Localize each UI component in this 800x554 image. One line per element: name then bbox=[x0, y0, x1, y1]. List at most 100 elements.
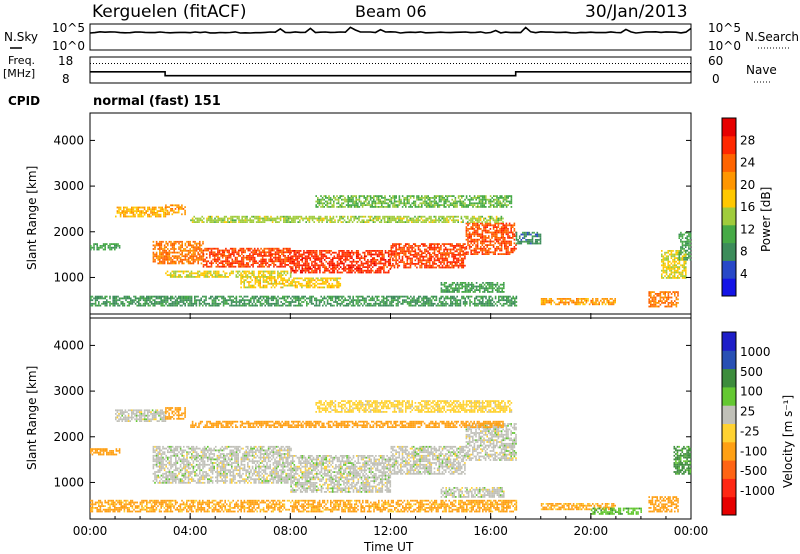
echo-cell bbox=[512, 251, 514, 254]
echo-cell bbox=[317, 268, 320, 270]
echo-cell bbox=[399, 221, 402, 223]
echo-cell bbox=[480, 242, 482, 245]
echo-cell bbox=[449, 263, 452, 265]
echo-cell bbox=[267, 270, 270, 273]
echo-cell bbox=[338, 259, 340, 261]
echo-cell bbox=[484, 238, 487, 241]
echo-cell bbox=[245, 304, 247, 307]
echo-cell bbox=[444, 257, 447, 260]
echo-cell bbox=[190, 270, 193, 273]
echo-cell bbox=[199, 217, 202, 220]
echo-cell bbox=[115, 245, 118, 247]
echo-cell bbox=[309, 281, 311, 283]
echo-cell bbox=[406, 198, 409, 201]
echo-cell bbox=[238, 270, 241, 273]
echo-cell bbox=[457, 195, 460, 197]
echo-cell bbox=[273, 282, 276, 285]
echo-cell bbox=[200, 302, 202, 305]
echo-cell bbox=[475, 295, 478, 298]
echo-cell bbox=[326, 281, 329, 283]
echo-cell bbox=[155, 253, 158, 256]
echo-cell bbox=[430, 245, 433, 247]
echo-cell bbox=[192, 248, 195, 250]
echo-cell bbox=[215, 219, 218, 222]
echo-cell bbox=[412, 250, 415, 253]
echo-cell bbox=[118, 208, 120, 211]
echo-cell bbox=[126, 295, 129, 298]
echo-cell bbox=[381, 266, 384, 268]
echo-cell bbox=[179, 208, 182, 210]
echo-cell bbox=[101, 245, 103, 247]
echo-cell bbox=[176, 301, 178, 303]
echo-cell bbox=[283, 219, 285, 222]
echo-cell bbox=[494, 297, 497, 300]
echo-cell bbox=[469, 295, 471, 298]
echo-cell bbox=[392, 206, 394, 208]
echo-cell bbox=[271, 221, 274, 223]
echo-cell bbox=[216, 274, 218, 276]
echo-cell bbox=[299, 264, 302, 267]
echo-cell bbox=[396, 252, 399, 254]
echo-cell bbox=[406, 197, 409, 199]
echo-cell bbox=[309, 295, 311, 298]
echo-cell bbox=[255, 221, 258, 223]
echo-cell bbox=[363, 266, 366, 268]
echo-cell bbox=[218, 256, 221, 259]
echo-cell bbox=[497, 224, 500, 227]
echo-cell bbox=[453, 206, 455, 208]
echo-cell bbox=[281, 249, 283, 252]
echo-cell bbox=[267, 297, 270, 300]
echo-cell bbox=[470, 221, 472, 223]
echo-cell bbox=[409, 252, 412, 254]
echo-cell bbox=[159, 262, 161, 265]
echo-cell bbox=[406, 259, 409, 262]
echo-cell bbox=[480, 237, 482, 239]
echo-cell bbox=[218, 295, 220, 298]
echo-cell bbox=[241, 262, 243, 264]
echo-cell bbox=[502, 217, 504, 220]
echo-cell bbox=[362, 269, 364, 272]
echo-cell bbox=[420, 259, 423, 262]
echo-cell bbox=[149, 301, 151, 303]
echo-cell bbox=[318, 286, 321, 289]
echo-cell bbox=[393, 245, 396, 247]
echo-cell bbox=[445, 302, 447, 305]
echo-cell bbox=[362, 304, 364, 307]
echo-cell bbox=[410, 302, 412, 305]
echo-cell bbox=[122, 301, 124, 303]
echo-cell bbox=[422, 302, 425, 305]
echo-cell bbox=[393, 219, 395, 222]
echo-cell bbox=[417, 263, 420, 265]
echo-cell bbox=[475, 197, 477, 199]
echo-cell bbox=[341, 195, 343, 197]
echo-cell bbox=[421, 198, 423, 201]
echo-cell bbox=[287, 215, 290, 218]
echo-cell bbox=[163, 258, 166, 261]
echo-cell bbox=[480, 235, 482, 237]
echo-cell bbox=[117, 295, 119, 298]
echo-cell bbox=[270, 277, 273, 280]
echo-cell bbox=[450, 304, 452, 307]
echo-cell bbox=[448, 206, 450, 208]
echo-cell bbox=[189, 248, 191, 250]
echo-cell bbox=[140, 212, 143, 214]
echo-cell bbox=[441, 257, 444, 260]
echo-cell bbox=[403, 198, 405, 201]
echo-cell bbox=[163, 260, 166, 263]
echo-cell bbox=[351, 251, 353, 254]
echo-cell bbox=[368, 304, 370, 307]
echo-cell bbox=[510, 249, 512, 252]
echo-cell bbox=[507, 195, 509, 197]
echo-cell bbox=[428, 263, 431, 265]
echo-cell bbox=[417, 261, 420, 263]
echo-cell bbox=[389, 262, 392, 265]
echo-cell bbox=[156, 215, 159, 218]
echo-cell bbox=[395, 255, 397, 258]
echo-cell bbox=[454, 219, 456, 222]
echo-cell bbox=[224, 272, 226, 275]
echo-cell bbox=[406, 297, 409, 300]
echo-cell bbox=[266, 297, 268, 300]
echo-cell bbox=[459, 254, 461, 256]
echo-cell bbox=[365, 301, 367, 303]
echo-cell bbox=[260, 251, 262, 254]
